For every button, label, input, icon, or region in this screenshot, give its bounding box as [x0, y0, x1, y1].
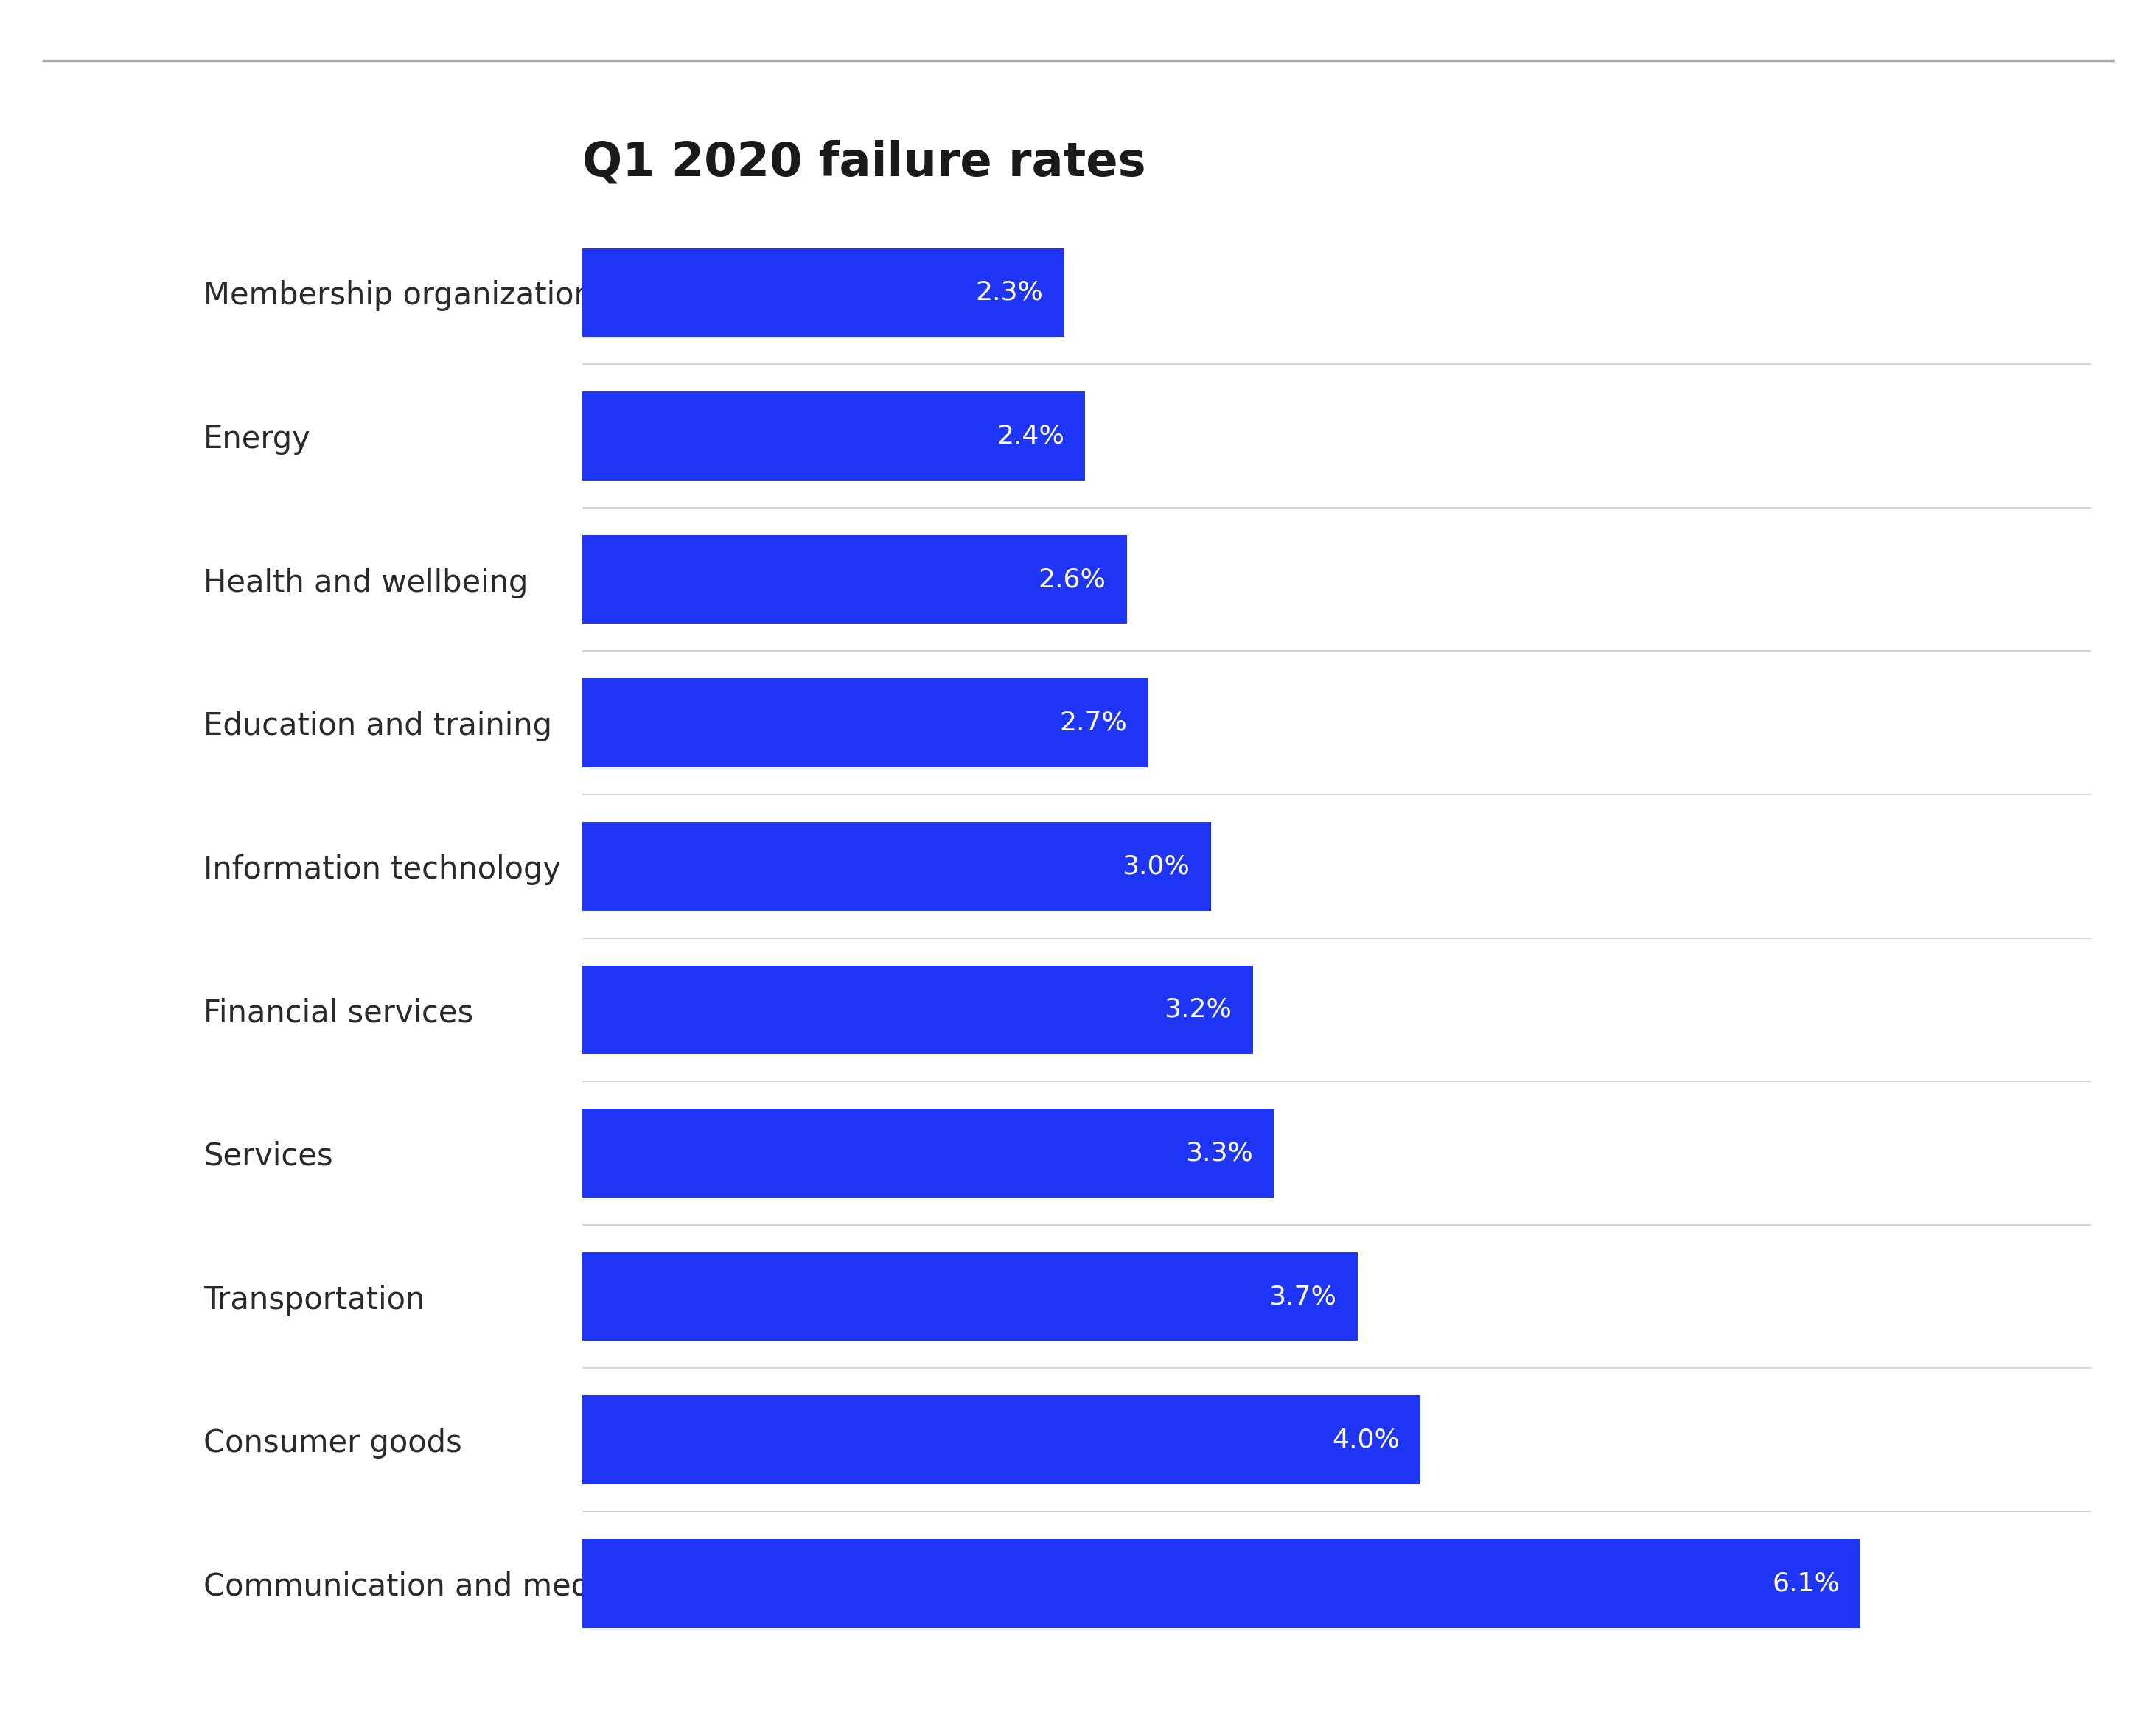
Bar — [582, 965, 1253, 1053]
Bar — [582, 391, 1084, 480]
Text: Q1 2020 failure rates: Q1 2020 failure rates — [582, 139, 1145, 186]
Text: 6.1%: 6.1% — [1772, 1571, 1839, 1595]
Text: 2.7%: 2.7% — [1059, 711, 1128, 735]
Text: 2.6%: 2.6% — [1039, 566, 1106, 592]
Bar — [582, 678, 1147, 768]
Text: 3.7%: 3.7% — [1270, 1284, 1337, 1310]
Bar — [582, 1253, 1358, 1341]
Text: 3.2%: 3.2% — [1164, 996, 1231, 1022]
Text: 2.3%: 2.3% — [975, 281, 1044, 305]
Bar — [582, 1396, 1421, 1484]
Text: 2.4%: 2.4% — [996, 423, 1065, 449]
Bar — [582, 1108, 1274, 1198]
Bar — [582, 1539, 1861, 1628]
Text: 3.3%: 3.3% — [1186, 1141, 1253, 1165]
Bar — [582, 535, 1128, 623]
Bar — [582, 821, 1212, 910]
Text: 3.0%: 3.0% — [1123, 854, 1190, 879]
Bar — [582, 248, 1065, 337]
Text: 4.0%: 4.0% — [1332, 1427, 1399, 1453]
